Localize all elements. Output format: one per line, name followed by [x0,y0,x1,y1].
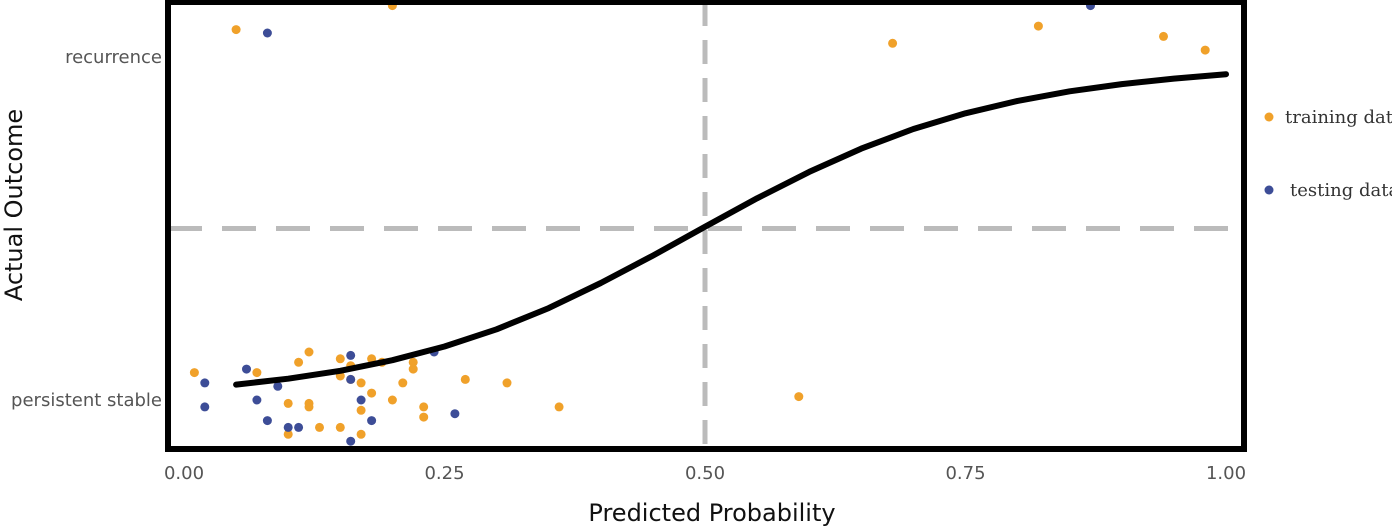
training-point-37 [794,392,804,402]
training-point-38 [304,402,314,412]
training-point-11 [283,398,293,408]
x-axis-title: Predicted Probability [588,499,835,527]
legend-label-testing: testing data [1290,180,1392,201]
training-point-35 [502,378,512,388]
legend-marker-testing [1264,185,1274,195]
x-tick-label-2: 0.50 [685,463,725,484]
training-point-34 [460,374,470,384]
x-axis-ticks: 0.00 0.25 0.50 0.75 1.00 [164,463,1246,484]
training-point-36 [554,402,564,412]
training-point-24 [356,405,366,415]
testing-point-5 [242,364,251,374]
y-category-label-1: recurrence [65,47,162,68]
training-point-3 [888,38,898,48]
plot-frame [165,0,1247,452]
training-point-21 [356,378,366,388]
training-point-23 [367,388,377,398]
testing-point-7 [262,416,272,426]
training-point-28 [408,357,418,367]
x-tick-label-4: 1.00 [1206,463,1246,484]
x-tick-label-1: 0.25 [424,463,464,484]
training-point-15 [315,422,324,432]
testing-point-13 [356,395,366,405]
legend-marker-training [1264,112,1274,122]
training-point-31 [419,412,429,422]
testing-point-9 [283,422,293,432]
x-tick-label-0: 0.00 [164,463,204,484]
testing-point-14 [367,416,377,426]
training-point-27 [398,378,408,388]
legend-label-training: training data [1285,107,1392,128]
legend: training data testing data [1264,107,1392,201]
training-point-29 [408,364,418,374]
training-point-33 [356,429,366,439]
training-point-8 [1200,45,1210,55]
testing-point-11 [346,350,356,360]
training-point-13 [304,347,314,357]
testing-point-10 [294,422,304,432]
training-point-4 [1033,21,1043,31]
reference-lines [168,2,1244,449]
y-axis-category-labels: persistent stable recurrence [11,47,162,411]
testing-point-6 [252,395,262,405]
training-point-17 [335,354,345,364]
training-point-9 [189,368,199,378]
training-point-7 [1159,31,1168,41]
testing-point-4 [200,402,210,412]
training-point-26 [387,395,397,405]
y-axis-title: Actual Outcome [0,109,28,301]
training-point-16 [283,429,293,439]
testing-point-3 [200,378,210,388]
logistic-fit-curve [233,71,1229,388]
y-category-label-0: persistent stable [11,390,162,411]
data-points [189,1,1210,446]
x-tick-label-3: 0.75 [945,463,985,484]
testing-point-12 [346,374,356,384]
testing-point-1 [262,28,272,38]
training-point-30 [419,402,429,412]
training-point-12 [294,357,304,367]
testing-point-17 [450,409,460,419]
training-point-10 [252,368,262,378]
training-point-32 [335,422,345,432]
testing-point-15 [346,436,356,446]
testing-point-8 [273,381,283,391]
training-point-0 [231,25,241,35]
